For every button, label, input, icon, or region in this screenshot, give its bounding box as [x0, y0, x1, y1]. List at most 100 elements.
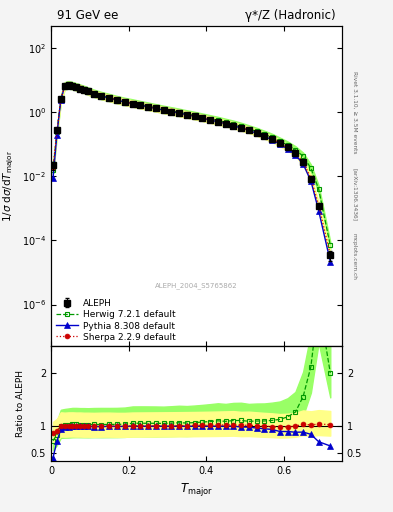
Herwig 7.2.1 default	[316, 186, 321, 192]
Herwig 7.2.1 default	[277, 138, 282, 144]
Sherpa 2.2.9 default	[215, 118, 220, 124]
Pythia 8.308 default	[130, 100, 135, 106]
Sherpa 2.2.9 default	[99, 93, 104, 99]
Herwig 7.2.1 default	[66, 81, 71, 88]
Sherpa 2.2.9 default	[138, 102, 143, 109]
Herwig 7.2.1 default	[246, 126, 251, 132]
Sherpa 2.2.9 default	[262, 133, 267, 139]
Pythia 8.308 default	[231, 122, 236, 129]
Pythia 8.308 default	[270, 137, 274, 143]
Sherpa 2.2.9 default	[316, 202, 321, 208]
Sherpa 2.2.9 default	[285, 144, 290, 151]
Pythia 8.308 default	[301, 161, 305, 167]
Sherpa 2.2.9 default	[161, 107, 166, 113]
Herwig 7.2.1 default	[215, 117, 220, 123]
Herwig 7.2.1 default	[285, 142, 290, 148]
Y-axis label: Ratio to ALEPH: Ratio to ALEPH	[16, 370, 25, 437]
Text: 91 GeV ee: 91 GeV ee	[57, 9, 118, 23]
Sherpa 2.2.9 default	[51, 164, 55, 170]
Text: Rivet 3.1.10, ≥ 3.5M events: Rivet 3.1.10, ≥ 3.5M events	[352, 71, 357, 154]
Pythia 8.308 default	[309, 178, 313, 184]
Sherpa 2.2.9 default	[246, 127, 251, 133]
Sherpa 2.2.9 default	[301, 159, 305, 165]
Y-axis label: $1/\sigma\;\mathrm{d}\sigma/\mathrm{d}T_{\mathrm{major}}$: $1/\sigma\;\mathrm{d}\sigma/\mathrm{d}T_…	[2, 150, 17, 222]
Pythia 8.308 default	[99, 93, 104, 99]
Sherpa 2.2.9 default	[74, 84, 79, 90]
Pythia 8.308 default	[208, 117, 213, 123]
Herwig 7.2.1 default	[293, 147, 298, 153]
Herwig 7.2.1 default	[92, 90, 96, 96]
Herwig 7.2.1 default	[86, 88, 90, 94]
Sherpa 2.2.9 default	[122, 99, 127, 105]
Sherpa 2.2.9 default	[309, 175, 313, 181]
Pythia 8.308 default	[122, 99, 127, 105]
Pythia 8.308 default	[146, 104, 151, 110]
Sherpa 2.2.9 default	[146, 104, 151, 110]
Herwig 7.2.1 default	[223, 119, 228, 125]
Pythia 8.308 default	[215, 119, 220, 125]
Sherpa 2.2.9 default	[70, 83, 75, 89]
Pythia 8.308 default	[153, 105, 158, 112]
Line: Herwig 7.2.1 default: Herwig 7.2.1 default	[51, 82, 333, 248]
Herwig 7.2.1 default	[208, 116, 213, 122]
Pythia 8.308 default	[177, 110, 182, 116]
Line: Sherpa 2.2.9 default: Sherpa 2.2.9 default	[51, 82, 333, 257]
Herwig 7.2.1 default	[184, 111, 189, 117]
Sherpa 2.2.9 default	[59, 96, 63, 102]
Pythia 8.308 default	[169, 109, 174, 115]
Sherpa 2.2.9 default	[239, 124, 243, 131]
Sherpa 2.2.9 default	[328, 251, 332, 258]
Herwig 7.2.1 default	[239, 123, 243, 130]
Pythia 8.308 default	[107, 95, 112, 101]
Sherpa 2.2.9 default	[86, 88, 90, 94]
Pythia 8.308 default	[86, 89, 90, 95]
Herwig 7.2.1 default	[231, 121, 236, 127]
Sherpa 2.2.9 default	[153, 105, 158, 112]
Sherpa 2.2.9 default	[223, 120, 228, 126]
Herwig 7.2.1 default	[309, 165, 313, 171]
Pythia 8.308 default	[277, 141, 282, 147]
Sherpa 2.2.9 default	[78, 86, 83, 92]
Pythia 8.308 default	[239, 125, 243, 131]
Herwig 7.2.1 default	[301, 153, 305, 159]
Pythia 8.308 default	[66, 82, 71, 88]
Pythia 8.308 default	[92, 91, 96, 97]
Herwig 7.2.1 default	[138, 101, 143, 108]
Herwig 7.2.1 default	[74, 84, 79, 90]
Pythia 8.308 default	[192, 113, 197, 119]
Herwig 7.2.1 default	[270, 134, 274, 140]
Herwig 7.2.1 default	[161, 106, 166, 113]
Herwig 7.2.1 default	[328, 242, 332, 248]
Herwig 7.2.1 default	[70, 82, 75, 89]
Herwig 7.2.1 default	[62, 83, 67, 89]
Herwig 7.2.1 default	[99, 93, 104, 99]
Pythia 8.308 default	[293, 152, 298, 158]
Herwig 7.2.1 default	[192, 112, 197, 118]
Sherpa 2.2.9 default	[66, 82, 71, 88]
Pythia 8.308 default	[285, 146, 290, 152]
Pythia 8.308 default	[138, 102, 143, 109]
Pythia 8.308 default	[78, 86, 83, 92]
Pythia 8.308 default	[262, 133, 267, 139]
Pythia 8.308 default	[115, 97, 119, 103]
Herwig 7.2.1 default	[262, 131, 267, 137]
Sherpa 2.2.9 default	[55, 128, 59, 134]
Pythia 8.308 default	[161, 107, 166, 113]
Sherpa 2.2.9 default	[277, 140, 282, 146]
Pythia 8.308 default	[55, 132, 59, 138]
Sherpa 2.2.9 default	[254, 130, 259, 136]
Herwig 7.2.1 default	[55, 129, 59, 135]
Text: γ*/Z (Hadronic): γ*/Z (Hadronic)	[246, 9, 336, 23]
Line: Pythia 8.308 default: Pythia 8.308 default	[50, 82, 333, 264]
Pythia 8.308 default	[316, 207, 321, 214]
Sherpa 2.2.9 default	[208, 117, 213, 123]
Herwig 7.2.1 default	[59, 96, 63, 102]
Herwig 7.2.1 default	[82, 87, 86, 93]
Pythia 8.308 default	[223, 120, 228, 126]
Herwig 7.2.1 default	[51, 167, 55, 173]
Sherpa 2.2.9 default	[270, 136, 274, 142]
Herwig 7.2.1 default	[153, 104, 158, 111]
Sherpa 2.2.9 default	[82, 87, 86, 93]
Sherpa 2.2.9 default	[200, 115, 205, 121]
Herwig 7.2.1 default	[177, 109, 182, 115]
